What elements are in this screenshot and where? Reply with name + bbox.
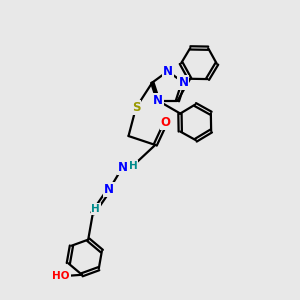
Text: O: O [161, 116, 171, 129]
Text: H: H [129, 161, 137, 171]
Text: N: N [118, 161, 128, 174]
Text: S: S [132, 101, 140, 114]
Text: N: N [104, 183, 114, 196]
Text: N: N [178, 76, 188, 89]
Text: H: H [92, 204, 100, 214]
Text: HO: HO [52, 271, 70, 281]
Text: N: N [163, 65, 173, 78]
Text: N: N [153, 94, 163, 107]
